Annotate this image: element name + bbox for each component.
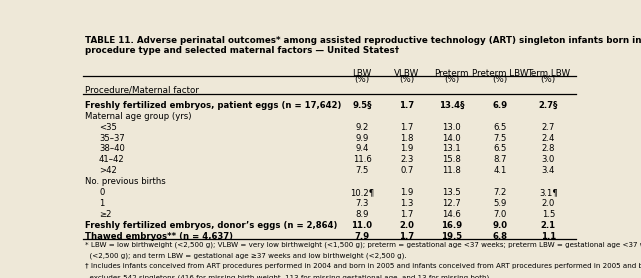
Text: 6.5: 6.5: [493, 123, 506, 131]
Text: (<2,500 g); and term LBW = gestational age ≥37 weeks and low birthweight (<2,500: (<2,500 g); and term LBW = gestational a…: [85, 252, 407, 259]
Text: 13.0: 13.0: [442, 123, 461, 131]
Text: Maternal age group (yrs): Maternal age group (yrs): [85, 112, 192, 121]
Text: 5.9: 5.9: [493, 199, 506, 208]
Text: 3.0: 3.0: [542, 155, 555, 164]
Text: 1.7: 1.7: [399, 101, 414, 110]
Text: 1: 1: [99, 199, 104, 208]
Text: excludes 542 singletons (416 for missing birth weight, 113 for missing gestation: excludes 542 singletons (416 for missing…: [85, 275, 492, 278]
Text: (%): (%): [541, 75, 556, 84]
Text: 19.5: 19.5: [441, 232, 462, 241]
Text: 1.7: 1.7: [399, 232, 414, 241]
Text: (%): (%): [492, 75, 508, 84]
Text: Freshly fertilized embryos, donor’s eggs (n = 2,864): Freshly fertilized embryos, donor’s eggs…: [85, 221, 337, 230]
Text: 9.9: 9.9: [355, 133, 369, 143]
Text: 11.0: 11.0: [351, 221, 372, 230]
Text: 8.9: 8.9: [355, 210, 369, 219]
Text: 6.9: 6.9: [492, 101, 508, 110]
Text: 2.7: 2.7: [542, 123, 555, 131]
Text: Preterm: Preterm: [434, 69, 469, 78]
Text: 13.4§: 13.4§: [438, 101, 464, 110]
Text: 7.5: 7.5: [355, 166, 369, 175]
Text: 1.5: 1.5: [542, 210, 555, 219]
Text: Term LBW: Term LBW: [527, 69, 570, 78]
Text: 1.1: 1.1: [541, 232, 556, 241]
Text: (%): (%): [354, 75, 370, 84]
Text: 1.8: 1.8: [400, 133, 413, 143]
Text: LBW: LBW: [353, 69, 372, 78]
Text: VLBW: VLBW: [394, 69, 419, 78]
Text: 38–40: 38–40: [99, 145, 125, 153]
Text: Procedure/Maternal factor: Procedure/Maternal factor: [85, 86, 199, 95]
Text: 16.9: 16.9: [441, 221, 462, 230]
Text: † Includes infants conceived from ART procedures performed in 2004 and born in 2: † Includes infants conceived from ART pr…: [85, 264, 641, 269]
Text: 41–42: 41–42: [99, 155, 125, 164]
Text: 3.1¶: 3.1¶: [539, 188, 558, 197]
Text: 4.1: 4.1: [493, 166, 506, 175]
Text: 7.5: 7.5: [493, 133, 506, 143]
Text: 9.2: 9.2: [355, 123, 369, 131]
Text: 14.0: 14.0: [442, 133, 461, 143]
Text: 2.1: 2.1: [541, 221, 556, 230]
Text: 1.7: 1.7: [400, 210, 413, 219]
Text: 3.4: 3.4: [542, 166, 555, 175]
Text: <35: <35: [99, 123, 117, 131]
Text: 0.7: 0.7: [400, 166, 413, 175]
Text: 7.9: 7.9: [354, 232, 370, 241]
Text: 7.0: 7.0: [493, 210, 506, 219]
Text: Thawed embryos** (n = 4,637): Thawed embryos** (n = 4,637): [85, 232, 233, 241]
Text: 6.8: 6.8: [492, 232, 508, 241]
Text: 9.0: 9.0: [492, 221, 508, 230]
Text: * LBW = low birthweight (<2,500 g); VLBW = very low birthweight (<1,500 g); pret: * LBW = low birthweight (<2,500 g); VLBW…: [85, 241, 641, 248]
Text: >42: >42: [99, 166, 117, 175]
Text: 7.2: 7.2: [493, 188, 506, 197]
Text: (%): (%): [444, 75, 459, 84]
Text: 12.7: 12.7: [442, 199, 461, 208]
Text: 2.4: 2.4: [542, 133, 555, 143]
Text: 6.5: 6.5: [493, 145, 506, 153]
Text: 13.5: 13.5: [442, 188, 461, 197]
Text: 14.6: 14.6: [442, 210, 461, 219]
Text: 8.7: 8.7: [493, 155, 506, 164]
Text: No. previous births: No. previous births: [85, 177, 166, 186]
Text: 10.2¶: 10.2¶: [350, 188, 374, 197]
Text: 2.3: 2.3: [400, 155, 413, 164]
Text: 7.3: 7.3: [355, 199, 369, 208]
Text: 1.7: 1.7: [400, 123, 413, 131]
Text: TABLE 11. Adverse perinatal outcomes* among assisted reproductive technology (AR: TABLE 11. Adverse perinatal outcomes* am…: [85, 36, 641, 55]
Text: 2.8: 2.8: [542, 145, 555, 153]
Text: ≥2: ≥2: [99, 210, 112, 219]
Text: 13.1: 13.1: [442, 145, 461, 153]
Text: 2.7§: 2.7§: [538, 101, 558, 110]
Text: 1.3: 1.3: [400, 199, 413, 208]
Text: 15.8: 15.8: [442, 155, 461, 164]
Text: Preterm LBW: Preterm LBW: [472, 69, 528, 78]
Text: 0: 0: [99, 188, 104, 197]
Text: (%): (%): [399, 75, 414, 84]
Text: 9.4: 9.4: [355, 145, 369, 153]
Text: 2.0: 2.0: [399, 221, 414, 230]
Text: 1.9: 1.9: [400, 145, 413, 153]
Text: 1.9: 1.9: [400, 188, 413, 197]
Text: 11.6: 11.6: [353, 155, 371, 164]
Text: 35–37: 35–37: [99, 133, 125, 143]
Text: 11.8: 11.8: [442, 166, 461, 175]
Text: Freshly fertilized embryos, patient eggs (n = 17,642): Freshly fertilized embryos, patient eggs…: [85, 101, 342, 110]
Text: 2.0: 2.0: [542, 199, 555, 208]
Text: 9.5§: 9.5§: [353, 101, 372, 110]
